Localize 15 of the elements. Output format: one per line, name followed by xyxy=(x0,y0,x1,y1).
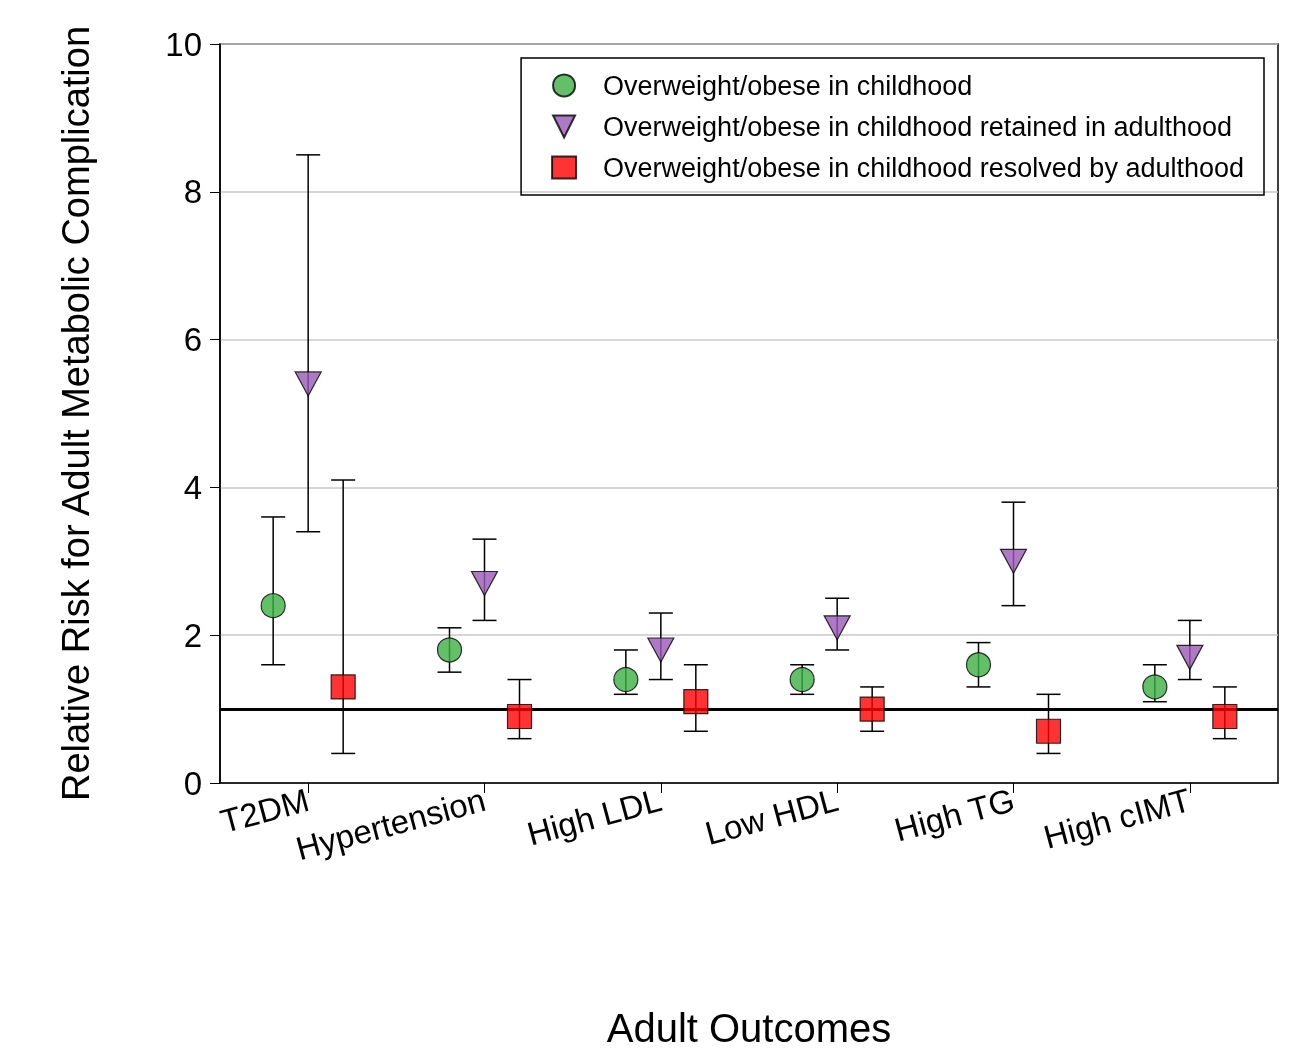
x-tick-label: High LDL xyxy=(523,781,666,853)
y-tick-label: 8 xyxy=(183,173,202,211)
x-tick-label: High TG xyxy=(890,781,1019,849)
y-tick-label: 0 xyxy=(183,764,202,802)
x-tick-label: High cIMT xyxy=(1039,781,1195,856)
y-tick-label: 2 xyxy=(183,616,202,654)
legend-label: Overweight/obese in childhood retained in adulthood xyxy=(603,111,1233,142)
x-axis-title: Adult Outcomes xyxy=(606,1006,892,1050)
y-tick-label: 6 xyxy=(183,321,202,359)
legend-label: Overweight/obese in childhood xyxy=(603,70,973,101)
x-tick-label: Low HDL xyxy=(701,781,842,853)
y-axis-title: Relative Risk for Adult Metabolic Complication xyxy=(55,25,97,802)
y-tick-label: 4 xyxy=(183,468,202,506)
legend-label: Overweight/obese in childhood resolved by adulthood xyxy=(603,152,1244,183)
y-tick-label: 10 xyxy=(165,25,202,63)
